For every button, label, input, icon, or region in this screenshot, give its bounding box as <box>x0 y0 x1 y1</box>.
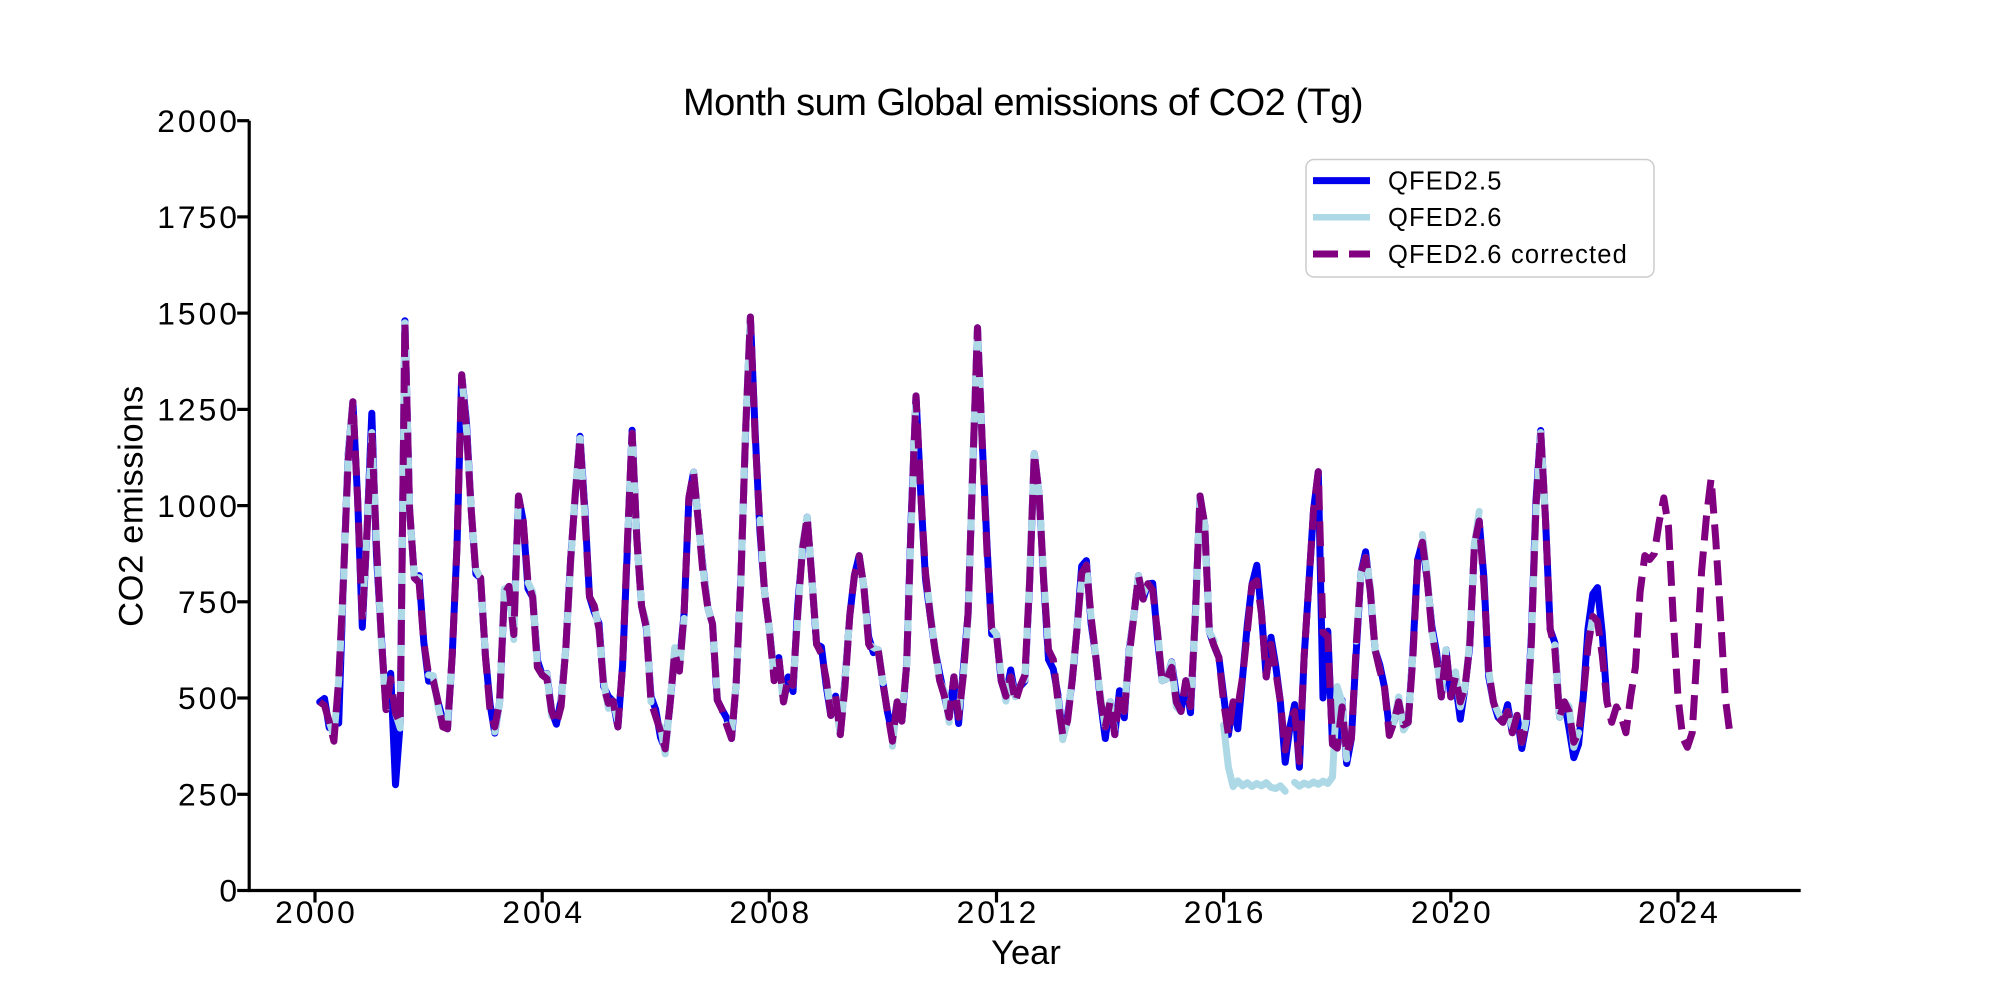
svg-text:2000: 2000 <box>275 894 358 930</box>
svg-text:750: 750 <box>178 584 240 620</box>
svg-text:1000: 1000 <box>157 488 240 524</box>
svg-text:Year: Year <box>991 934 1061 972</box>
svg-text:2008: 2008 <box>729 894 812 930</box>
svg-text:1750: 1750 <box>157 199 240 235</box>
svg-text:2024: 2024 <box>1638 894 1721 930</box>
svg-text:QFED2.5: QFED2.5 <box>1388 168 1503 196</box>
svg-text:2016: 2016 <box>1184 894 1267 930</box>
svg-text:2020: 2020 <box>1411 894 1494 930</box>
svg-text:Month sum Global emissions of: Month sum Global emissions of CO2 (Tg) <box>683 82 1363 124</box>
svg-text:1250: 1250 <box>157 392 240 428</box>
svg-text:250: 250 <box>178 777 240 813</box>
svg-text:2004: 2004 <box>502 894 585 930</box>
svg-text:2012: 2012 <box>957 894 1040 930</box>
svg-text:1500: 1500 <box>157 295 240 331</box>
svg-text:2000: 2000 <box>157 103 240 139</box>
svg-text:500: 500 <box>178 680 240 716</box>
svg-text:QFED2.6 corrected: QFED2.6 corrected <box>1388 241 1628 269</box>
svg-text:CO2 emissions: CO2 emissions <box>113 385 151 627</box>
svg-text:QFED2.6: QFED2.6 <box>1388 204 1503 232</box>
svg-text:0: 0 <box>219 873 240 909</box>
